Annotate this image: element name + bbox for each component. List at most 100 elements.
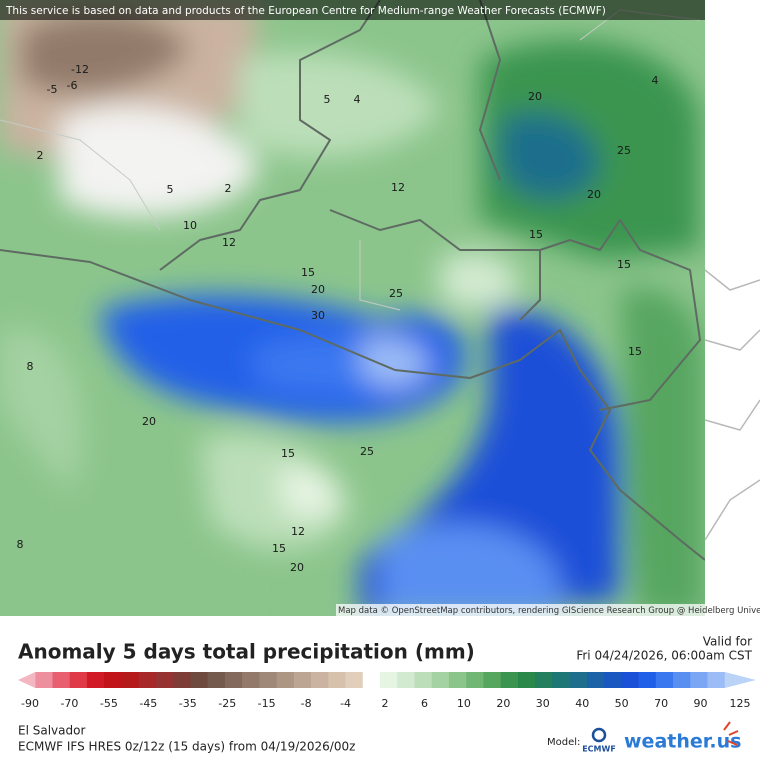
colorbar-swatch (586, 672, 605, 688)
colorbar-tick-label: -15 (258, 697, 276, 710)
legend-title: Anomaly 5 days total precipitation (mm) (18, 640, 475, 664)
contour-label: 20 (142, 415, 156, 428)
contour-label: 15 (272, 542, 286, 555)
colorbar-swatch (207, 672, 226, 688)
colorbar-tick-label: 6 (421, 697, 428, 710)
colorbar-swatch (345, 672, 364, 688)
colorbar-tick-label: -8 (301, 697, 312, 710)
valid-time: Fri 04/24/2026, 06:00am CST (576, 649, 752, 663)
colorbar-tick-label: 90 (694, 697, 708, 710)
colorbar-tick-label: 2 (382, 697, 389, 710)
colorbar-swatch (104, 672, 122, 688)
colorbar-tick-label: -35 (179, 697, 197, 710)
colorbar-swatch (52, 672, 71, 688)
colorbar-swatch (500, 672, 519, 688)
region: El Salvador (18, 724, 85, 738)
contour-label: 25 (617, 144, 631, 157)
contour-label: 15 (529, 228, 543, 241)
model-label: Model: (547, 737, 580, 748)
colorbar-swatch (604, 672, 622, 688)
model-logo: ECMWF (582, 745, 616, 754)
colorbar-swatch (362, 672, 381, 688)
contour-label: 8 (17, 538, 24, 551)
contour-label: 12 (222, 236, 236, 249)
colorbar-end (18, 672, 36, 688)
colorbar-swatch (466, 672, 484, 688)
contour-label: 8 (27, 360, 34, 373)
contour-label: 5 (324, 93, 331, 106)
colorbar-swatch (655, 672, 674, 688)
colorbar-swatch (155, 672, 174, 688)
legend: Anomaly 5 days total precipitation (mm) … (18, 635, 756, 710)
colorbar-tick-label: -25 (218, 697, 236, 710)
contour-label: 12 (291, 525, 305, 538)
colorbar-swatch (69, 672, 88, 688)
colorbar-tick-label: 30 (536, 697, 550, 710)
colorbar-swatch (414, 672, 433, 688)
contour-label: 10 (183, 219, 197, 232)
colorbar-tick-label: 70 (654, 697, 668, 710)
colorbar-swatch (638, 672, 657, 688)
contour-label: 30 (311, 309, 325, 322)
contour-label: -6 (67, 79, 78, 92)
colorbar-swatch (121, 672, 140, 688)
colorbar-swatch (86, 672, 105, 688)
colorbar-swatch (621, 672, 640, 688)
colorbar-tick-label: 50 (615, 697, 629, 710)
colorbar-swatch (569, 672, 588, 688)
colorbar-tick-label: -45 (139, 697, 157, 710)
contour-label: 4 (354, 93, 361, 106)
colorbar-swatch (552, 672, 571, 688)
colorbar-swatch (276, 672, 295, 688)
contour-label: 15 (628, 345, 642, 358)
colorbar-end (724, 672, 756, 688)
map-credit: Map data © OpenStreetMap contributors, r… (338, 606, 760, 616)
contour-label: 12 (391, 181, 405, 194)
colorbar-swatch (483, 672, 502, 688)
colorbar-swatch (224, 672, 243, 688)
colorbar-swatch (138, 672, 157, 688)
contour-label: 15 (301, 266, 315, 279)
map: This service is based on data and produc… (0, 0, 760, 616)
contour-label: 15 (617, 258, 631, 271)
valid-label: Valid for (703, 635, 752, 649)
colorbar-swatch (380, 672, 398, 688)
contour-label: -12 (71, 63, 89, 76)
colorbar-tick-label: -55 (100, 697, 118, 710)
colorbar-swatch (397, 672, 415, 688)
colorbar-tick-label: 10 (457, 697, 471, 710)
contour-label: -5 (47, 83, 58, 96)
colorbar-swatch (242, 672, 260, 688)
colorbar-swatch (35, 672, 53, 688)
colorbar-swatch (535, 672, 553, 688)
contour-label: 20 (311, 283, 325, 296)
colorbar-swatch (328, 672, 347, 688)
colorbar-swatch (190, 672, 209, 688)
model-run: ECMWF IFS HRES 0z/12z (15 days) from 04/… (18, 740, 355, 754)
colorbar-swatch (517, 672, 536, 688)
colorbar-swatch (690, 672, 709, 688)
colorbar-tick-label: 125 (730, 697, 751, 710)
contour-label: 20 (587, 188, 601, 201)
contour-label: 15 (281, 447, 295, 460)
colorbar-tick-label: 20 (496, 697, 510, 710)
contour-label: 2 (37, 149, 44, 162)
colorbar-swatch (673, 672, 691, 688)
footer: El Salvador ECMWF IFS HRES 0z/12z (15 da… (18, 721, 741, 754)
colorbar-swatch (173, 672, 191, 688)
contour-label: 5 (167, 183, 174, 196)
contour-label: 2 (225, 182, 232, 195)
colorbar-tick-label: -70 (60, 697, 78, 710)
colorbar-tick-label: -90 (21, 697, 39, 710)
contour-label: 20 (290, 561, 304, 574)
colorbar-swatch (431, 672, 450, 688)
contour-label: 20 (528, 90, 542, 103)
colorbar-swatch (293, 672, 312, 688)
attribution: This service is based on data and produc… (5, 5, 606, 17)
colorbar-tick-label: 40 (575, 697, 589, 710)
colorbar-swatch (259, 672, 278, 688)
contour-label: 25 (389, 287, 403, 300)
contour-label: 4 (652, 74, 659, 87)
colorbar-swatch (311, 672, 329, 688)
